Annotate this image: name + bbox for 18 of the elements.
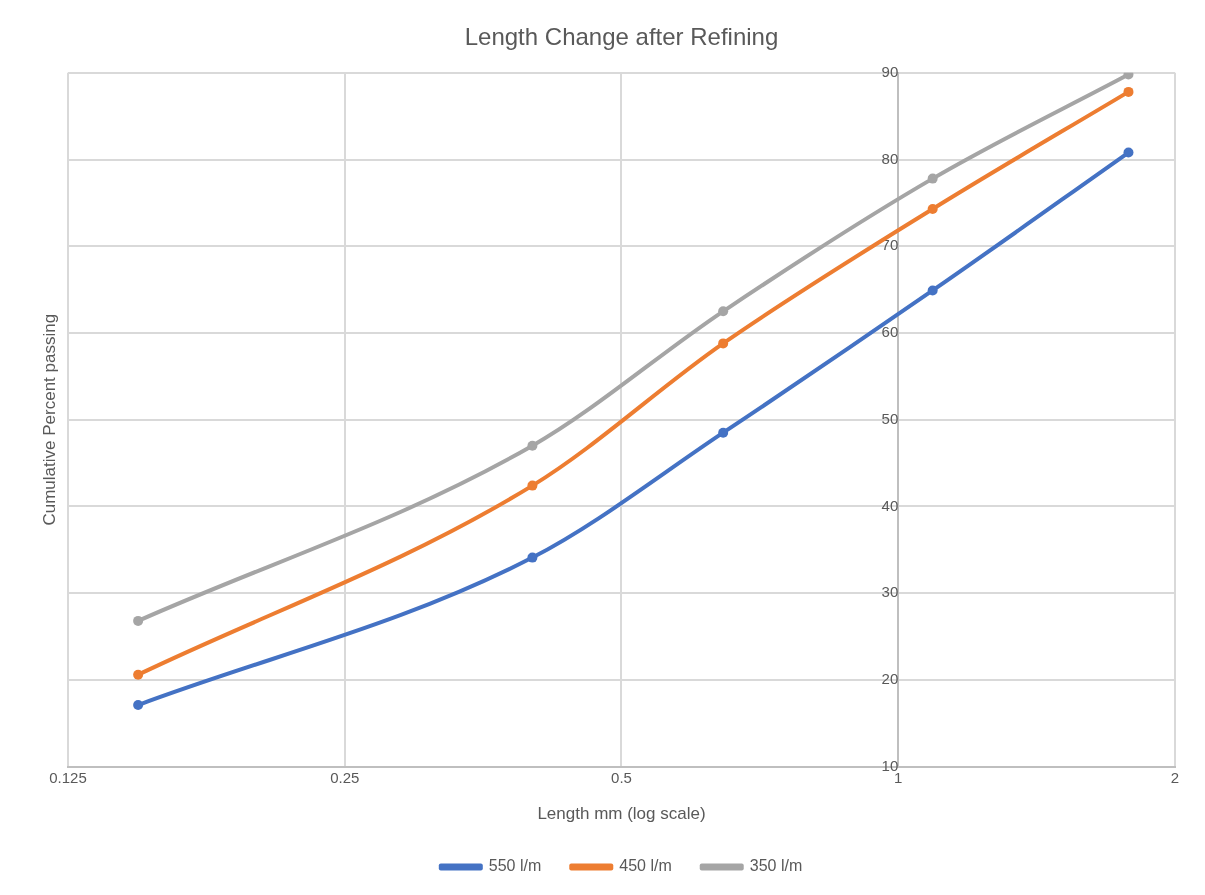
- x-tick-label: 0.5: [611, 768, 632, 786]
- y-tick-label: 90: [881, 62, 899, 80]
- x-tick-label: 0.25: [330, 768, 360, 786]
- y-axis-title: Cumulative Percent passing: [39, 313, 59, 526]
- y-tick-label: 50: [881, 409, 899, 427]
- x-tick-label: 2: [1170, 768, 1180, 786]
- y-tick-label: 40: [881, 496, 899, 514]
- x-axis-title: Length mm (log scale): [537, 804, 706, 824]
- legend-label: 550 l/m: [488, 857, 542, 875]
- legend-label: 450 l/m: [619, 857, 672, 875]
- chart-title: Length Change after Refining: [464, 23, 779, 51]
- y-tick-label: 30: [881, 583, 899, 601]
- y-tick-label: 80: [881, 149, 899, 167]
- y-tick-label: 60: [881, 323, 899, 341]
- y-tick-label: 10: [881, 756, 899, 774]
- legend-label: 350 l/m: [749, 857, 803, 875]
- x-tick-label: 0.125: [49, 768, 87, 786]
- y-tick-label: 20: [881, 670, 899, 688]
